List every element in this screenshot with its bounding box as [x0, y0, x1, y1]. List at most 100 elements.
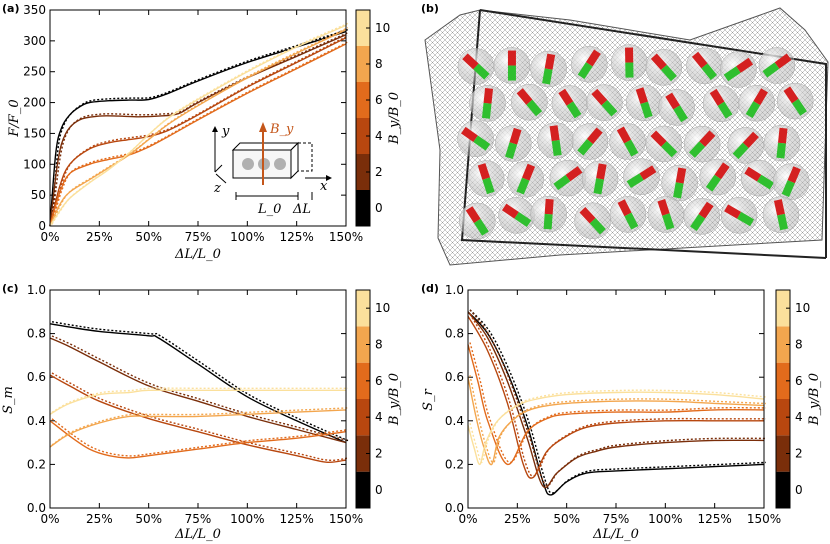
colorbar-tick-label: 2	[375, 447, 383, 461]
y-tick-label: 0.8	[445, 327, 464, 341]
inset-y-label: y	[221, 124, 230, 139]
y-tick-label: 0.4	[27, 414, 46, 428]
dipole-north	[507, 50, 516, 66]
y-tick-label: 300	[23, 34, 46, 48]
inset-particle	[242, 158, 254, 170]
dipole-south	[717, 101, 733, 119]
plot-frame	[467, 289, 765, 509]
particle-dipole	[516, 88, 543, 117]
particle-dipole	[577, 49, 601, 80]
particle-dipole	[705, 162, 730, 192]
dipole-south	[516, 177, 530, 195]
panel-a: (a) 0% 25% 50% 75% 100% 125% 150% 0 50 100 150 200 2…	[2, 2, 363, 262]
panel-c-label: (c)	[2, 282, 19, 295]
series-line	[49, 323, 347, 444]
colorbar-band	[356, 290, 370, 327]
inset-y-arrow	[212, 126, 218, 132]
dipole-north	[549, 125, 560, 142]
dipole-south	[526, 99, 543, 117]
y-tick-label: 100	[23, 157, 46, 171]
inset-z-label: z	[213, 181, 221, 196]
dipole-south	[589, 218, 606, 235]
colorbar-a: 0 2 4 6 8 10 B_y/B_0	[355, 9, 402, 227]
dipole-north	[558, 88, 574, 106]
colorbar-tick-label: 6	[375, 93, 383, 107]
y-tick-label: 50	[31, 188, 46, 202]
dipole-south	[551, 140, 562, 157]
dipole-north	[544, 53, 556, 70]
dipole-south	[473, 218, 489, 236]
y-tick-label: 1.0	[445, 283, 464, 297]
colorbar-tick-label: 10	[795, 301, 810, 315]
particle-dipole	[673, 167, 687, 199]
colorbar-d: 0 2 4 6 8 10 B_y/B_0	[775, 289, 822, 509]
particle-dipole	[650, 53, 677, 82]
particle-dipole	[593, 163, 607, 195]
plot-frame	[49, 9, 347, 227]
colorbar-frame	[775, 289, 791, 509]
dipole-south	[577, 138, 594, 156]
inset-x-arrow	[326, 175, 332, 181]
inset-x-label: x	[320, 179, 328, 194]
dipole-north	[596, 163, 607, 180]
particle-dipole	[579, 207, 606, 235]
plot-a: 0% 25% 50% 75% 100% 125% 150% 0 50 100 150 200 250 30…	[23, 3, 363, 244]
dipole-south	[626, 173, 644, 189]
series-line	[49, 34, 347, 227]
dipole-south	[660, 64, 677, 82]
colorbar-band	[776, 435, 790, 472]
particle-dipole	[558, 88, 582, 119]
colorbar-frame	[355, 9, 371, 227]
series-line	[49, 43, 347, 227]
dipole-south	[662, 213, 675, 231]
inset-particle	[274, 158, 286, 170]
dipole-south	[473, 63, 490, 80]
dipole-south	[640, 101, 653, 119]
colorbar-tick-label: 8	[375, 338, 383, 352]
x-tick-label: 25%	[86, 512, 113, 526]
dipole-south	[577, 62, 593, 80]
dipole-south	[690, 214, 706, 232]
y-tick-label: 1.0	[27, 283, 46, 297]
dipole-north	[579, 207, 596, 224]
particle-dipole	[744, 166, 775, 190]
colorbar-band	[356, 154, 370, 190]
particle-dipole	[626, 165, 657, 189]
particle-dipole	[505, 127, 522, 159]
x-tick-label: 150%	[747, 512, 781, 526]
dipole-north	[624, 47, 634, 63]
x-tick-label: 50%	[135, 230, 162, 244]
series-line	[49, 409, 347, 448]
dipole-north	[675, 167, 687, 184]
y-tick-label: 0.6	[27, 370, 46, 384]
particle-dipole	[732, 131, 759, 160]
particle-dipole	[689, 130, 716, 158]
colorbar-band	[356, 362, 370, 399]
y-tick-label: 350	[23, 3, 46, 17]
dipole-north	[461, 126, 478, 142]
series-dotted-line	[51, 32, 349, 225]
panel-d: (d) 0% 25% 50% 75% 100% 125% 150%0.00.20.40.60…	[421, 282, 781, 542]
inset-length-ticks	[235, 192, 313, 200]
particle-dipole	[665, 92, 688, 123]
ylabel-d: S_r	[421, 388, 436, 410]
series-line	[467, 377, 765, 466]
y-tick-label: 0.0	[27, 501, 46, 515]
particle-dipole	[507, 50, 516, 81]
particle-dipole	[723, 57, 754, 82]
particle-dipole	[591, 88, 618, 117]
colorbar-band	[356, 46, 370, 82]
x-tick-label: 75%	[185, 512, 212, 526]
particle-dipole	[781, 166, 801, 198]
dipole-south	[757, 174, 775, 190]
particle-dipole	[617, 199, 639, 230]
dipole-south	[745, 101, 761, 119]
dipole-south	[542, 68, 553, 85]
dipole-south	[514, 212, 532, 228]
dipole-north	[635, 87, 648, 105]
x-tick-label: 0%	[40, 512, 59, 526]
particle-dipole	[691, 51, 718, 81]
inset-field-arrowhead	[259, 122, 267, 132]
series-dotted-line	[51, 407, 349, 446]
x-tick-label: 25%	[504, 512, 531, 526]
